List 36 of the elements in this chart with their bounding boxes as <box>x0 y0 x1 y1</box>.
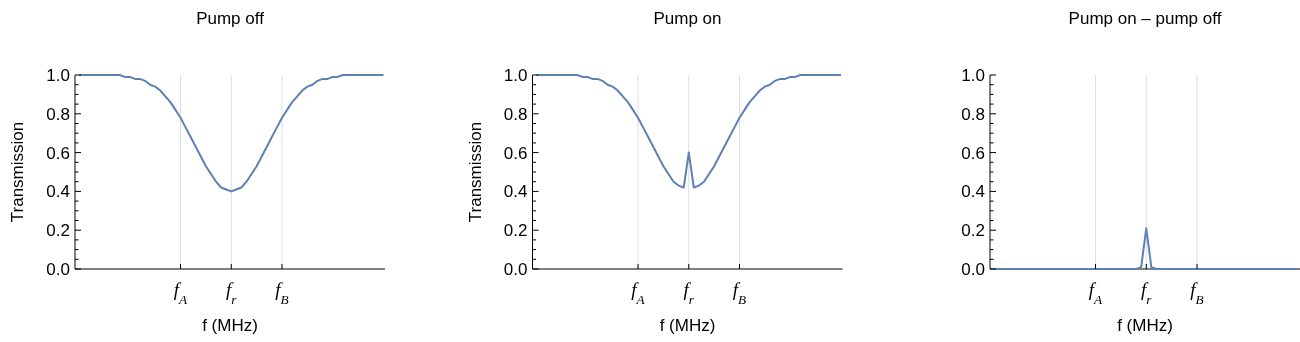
y-tick-label: 0.2 <box>46 221 70 241</box>
y-axis-title: Transmission <box>465 121 485 223</box>
x-tick-label: f$_{A}$ <box>1088 279 1104 307</box>
y-tick-label: 0.8 <box>503 104 528 124</box>
y-tick-label: 0.4 <box>503 182 528 202</box>
y-tick-label: 0.6 <box>46 143 70 163</box>
y-tick-label: 0.6 <box>961 143 985 163</box>
y-tick-label: 0.8 <box>961 104 985 124</box>
x-axis-title: f (MHz) <box>1117 316 1173 335</box>
y-tick-label: 0.2 <box>961 221 985 241</box>
y-tick-label: 0.0 <box>503 259 528 279</box>
y-tick-label: 1.0 <box>961 65 985 85</box>
x-axis-title: f (MHz) <box>659 316 716 335</box>
y-tick-label: 1.0 <box>503 65 528 85</box>
y-tick-label: 0.4 <box>46 182 70 202</box>
y-tick-label: 0.2 <box>503 221 528 241</box>
x-tick-label: f$_{B}$ <box>1190 279 1204 307</box>
x-tick-label: f$_{B}$ <box>275 279 289 307</box>
x-tick-label: f$_{B}$ <box>732 279 747 307</box>
line-series <box>78 74 385 193</box>
y-tick-label: 0.8 <box>46 104 70 124</box>
y-tick-label: 0.4 <box>961 182 985 202</box>
x-tick-label: f$_{r}$ <box>1141 279 1153 307</box>
chart-title: Pump on – pump off <box>1068 9 1222 28</box>
y-tick-label: 0.0 <box>961 259 985 279</box>
x-tick-label: f$_{r}$ <box>226 279 238 307</box>
x-tick-label: f$_{A}$ <box>631 279 646 307</box>
x-axis-title: f (MHz) <box>202 316 258 335</box>
y-axis-title: Transmission <box>8 121 27 223</box>
x-tick-label: f$_{r}$ <box>683 279 695 307</box>
y-tick-label: 0.0 <box>46 259 70 279</box>
y-tick-label: 1.0 <box>46 65 70 85</box>
chart-title: Pump off <box>196 9 265 28</box>
chart-title: Pump on <box>653 9 722 28</box>
x-tick-label: f$_{A}$ <box>173 279 189 307</box>
y-tick-label: 0.6 <box>503 143 528 163</box>
